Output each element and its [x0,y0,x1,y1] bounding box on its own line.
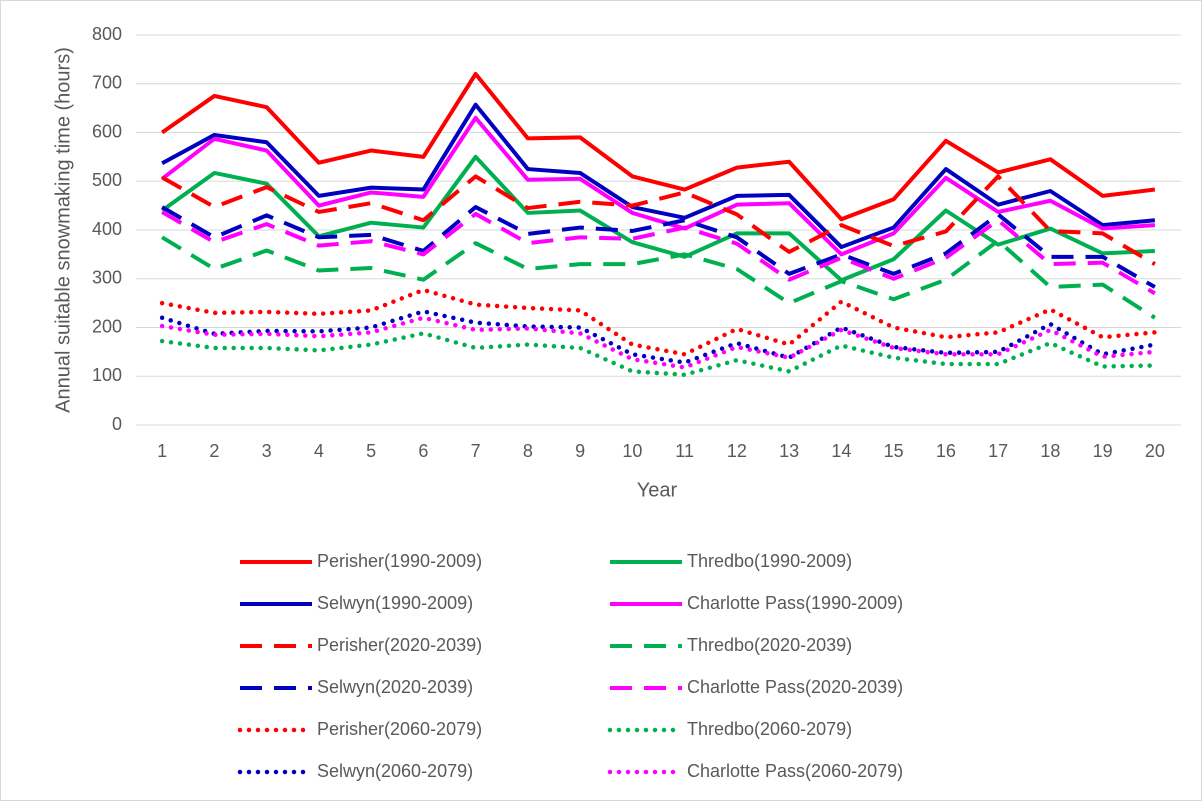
x-tick-label: 6 [418,441,428,461]
y-tick-label: 200 [92,316,122,336]
x-tick-label: 15 [884,441,904,461]
x-tick-label: 11 [675,441,694,461]
series-line [160,115,1156,257]
legend-label: Thredbo(2020-2039) [687,635,852,655]
legend-label: Perisher(1990-2009) [317,551,482,571]
x-tick-label: 1 [157,441,167,461]
x-axis-label: Year [637,479,678,501]
series-line [161,210,1156,296]
y-tick-label: 800 [92,24,122,44]
legend-label: Charlotte Pass(1990-2009) [687,593,903,613]
series-line [160,154,1155,283]
legend-label: Perisher(2020-2039) [317,635,482,655]
y-tick-label: 100 [92,365,122,385]
series-line [161,174,1156,266]
x-tick-label: 5 [366,441,376,461]
y-axis-label: Annual suitable snowmaking time (hours) [52,47,74,413]
legend-label: Perisher(2060-2079) [317,719,482,739]
x-tick-label: 9 [575,441,585,461]
series-line [159,287,1158,357]
x-tick-label: 18 [1040,441,1060,461]
legend-label: Selwyn(1990-2009) [317,593,473,613]
series-line [161,102,1156,250]
legend-label: Selwyn(2020-2039) [317,677,473,697]
x-tick-label: 20 [1145,441,1165,461]
x-tick-label: 7 [471,441,481,461]
x-tick-label: 16 [936,441,956,461]
x-tick-label: 10 [622,441,642,461]
series-line [159,315,1158,370]
legend-label: Selwyn(2060-2079) [317,761,473,781]
series-line [160,72,1156,222]
y-tick-label: 400 [92,219,122,239]
legend-label: Charlotte Pass(2020-2039) [687,677,903,697]
series-line [161,235,1156,320]
x-tick-label: 8 [523,441,533,461]
x-tick-label: 4 [314,441,324,461]
x-tick-label: 19 [1093,441,1113,461]
legend-label: Charlotte Pass(2060-2079) [687,761,903,781]
series-line [161,205,1156,289]
y-tick-label: 300 [92,268,122,288]
x-tick-label: 12 [727,441,747,461]
series-line [159,331,1158,378]
y-tick-label: 700 [92,73,122,93]
x-tick-label: 17 [988,441,1008,461]
y-tick-label: 0 [112,414,122,434]
legend-label: Thredbo(2060-2079) [687,719,852,739]
x-tick-label: 2 [209,441,219,461]
x-tick-label: 3 [262,441,272,461]
x-tick-label: 13 [779,441,799,461]
legend-label: Thredbo(1990-2009) [687,551,852,571]
x-tick-label: 14 [831,441,851,461]
y-tick-label: 600 [92,121,122,141]
y-tick-label: 500 [92,170,122,190]
